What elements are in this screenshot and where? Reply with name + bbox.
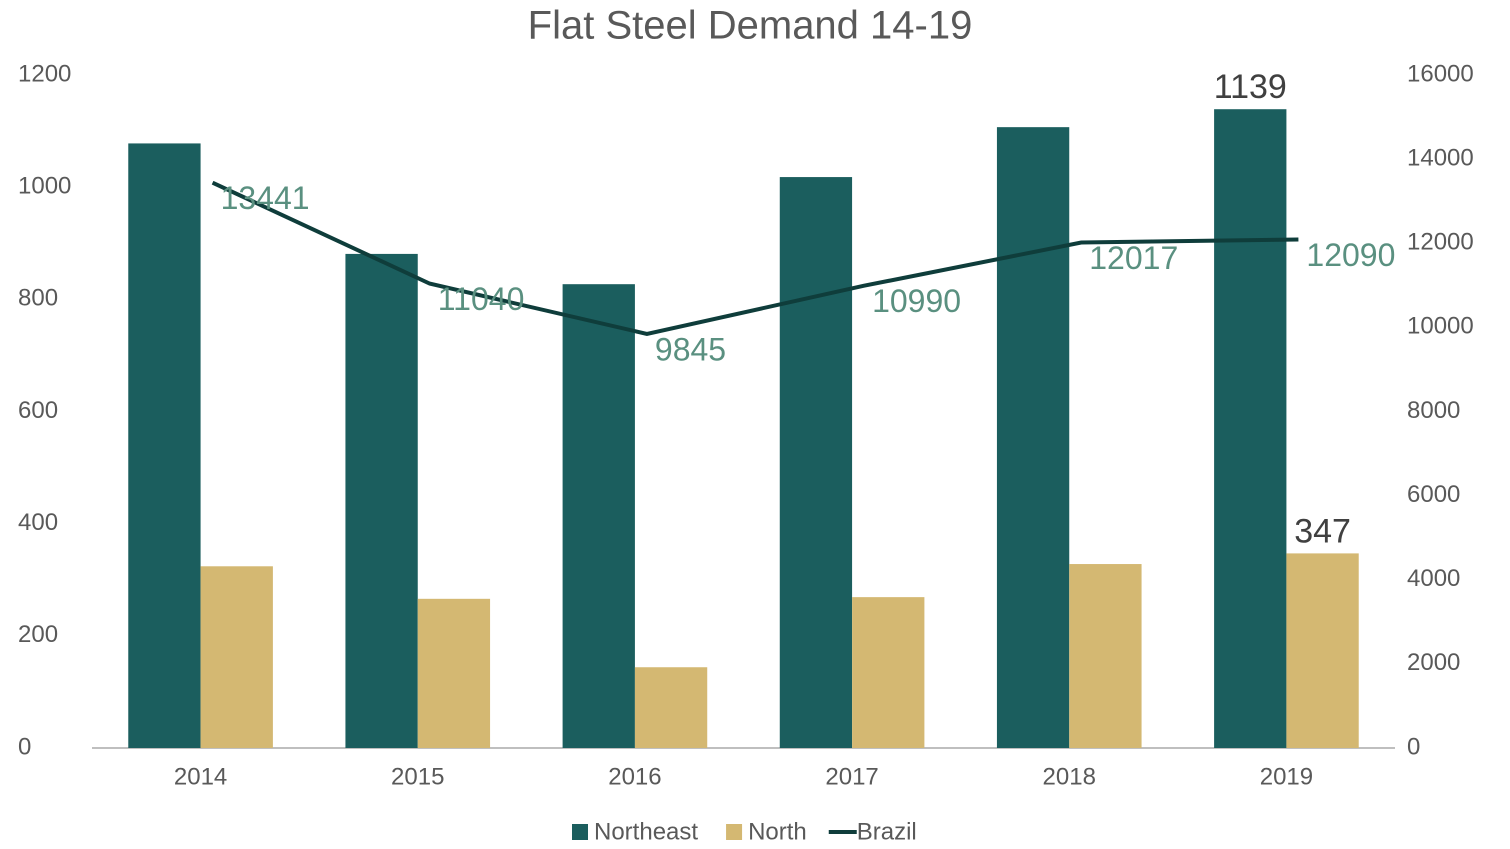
y2-tick-label: 4000 (1407, 565, 1460, 592)
y2-tick-label: 16000 (1407, 60, 1474, 87)
y-tick-label: 1200 (18, 60, 71, 87)
data-label: 10990 (872, 283, 961, 319)
bar (1069, 564, 1142, 748)
y2-tick-label: 6000 (1407, 481, 1460, 508)
data-label: 1139 (1214, 68, 1287, 106)
data-label: 9845 (655, 331, 726, 367)
data-label: 13441 (221, 180, 310, 216)
y2-tick-label: 0 (1407, 733, 1420, 760)
y-tick-label: 800 (18, 285, 58, 312)
y2-tick-label: 12000 (1407, 229, 1474, 256)
x-tick-label: 2018 (1043, 763, 1096, 790)
chart-title: Flat Steel Demand 14-19 (528, 4, 973, 48)
y2-tick-label: 2000 (1407, 649, 1460, 676)
x-tick-label: 2015 (391, 763, 444, 790)
y-tick-label: 1000 (18, 173, 71, 200)
x-tick-label: 2017 (825, 763, 878, 790)
x-tick-label: 2019 (1260, 763, 1313, 790)
bar (128, 143, 201, 749)
bar (852, 597, 925, 748)
bar (1286, 553, 1359, 748)
data-label: 12017 (1089, 240, 1178, 276)
bar (200, 566, 273, 748)
data-label: 347 (1294, 512, 1351, 550)
data-label: 12090 (1306, 237, 1395, 273)
bar (345, 253, 418, 749)
y2-tick-label: 10000 (1407, 313, 1474, 340)
legend-swatch (726, 824, 743, 840)
y2-tick-label: 8000 (1407, 397, 1460, 424)
legend-label: North (748, 818, 807, 845)
legend-swatch (572, 824, 588, 840)
bar (562, 284, 635, 748)
data-label: 11040 (438, 281, 525, 317)
bar (634, 667, 708, 748)
y-tick-label: 0 (18, 733, 31, 760)
y2-tick-label: 14000 (1407, 144, 1474, 171)
y-tick-label: 600 (18, 397, 58, 424)
y-tick-label: 200 (18, 621, 58, 648)
bar (1214, 109, 1287, 749)
legend-label: Northeast (594, 818, 698, 845)
bar (779, 177, 853, 749)
line (211, 180, 1299, 336)
legend-label: Brazil (857, 818, 917, 845)
bar (417, 598, 491, 748)
bar (996, 127, 1070, 749)
x-tick-label: 2014 (174, 763, 227, 790)
x-tick-label: 2016 (608, 763, 661, 790)
y-tick-label: 400 (18, 509, 58, 536)
